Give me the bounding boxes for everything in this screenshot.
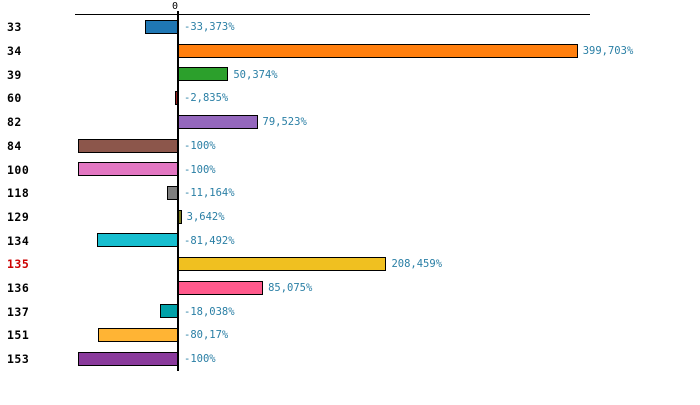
bar-82	[178, 114, 258, 129]
zero-axis-line	[177, 11, 179, 371]
x-axis-line	[75, 14, 590, 15]
bar-row-136: 136 85,075%	[0, 276, 700, 300]
value-label-153: -100%	[184, 353, 216, 366]
value-label-137: -18,038%	[184, 305, 235, 318]
y-axis-label-153: 153	[7, 352, 30, 367]
bar-153	[78, 351, 178, 366]
bar-136	[178, 280, 264, 295]
value-label-33: -33,373%	[184, 21, 235, 34]
bar-row-151: 151 -80,17%	[0, 324, 700, 348]
y-axis-label-82: 82	[7, 115, 22, 130]
value-label-34: 399,703%	[582, 45, 634, 58]
bar-row-39: 39 50,374%	[0, 63, 700, 87]
bar-row-129: 129 3,642%	[0, 205, 700, 229]
bar-100	[78, 162, 178, 177]
bar-34	[178, 43, 578, 58]
bar-row-84: 84 -100%	[0, 134, 700, 158]
y-axis-label-137: 137	[7, 304, 30, 319]
y-axis-label-39: 39	[7, 67, 22, 82]
bar-row-82: 82 79,523%	[0, 110, 700, 134]
value-label-151: -80,17%	[184, 329, 229, 342]
bar-row-34: 34 399,703%	[0, 39, 700, 63]
y-axis-label-135: 135	[7, 257, 30, 272]
value-label-84: -100%	[184, 139, 216, 152]
value-label-134: -81,492%	[184, 234, 235, 247]
y-axis-label-136: 136	[7, 281, 30, 296]
y-axis-label-118: 118	[7, 186, 30, 201]
bar-row-60: 60 -2,835%	[0, 87, 700, 111]
bar-39	[178, 67, 229, 82]
y-axis-label-60: 60	[7, 91, 22, 106]
value-label-129: 3,642%	[186, 210, 225, 223]
bar-118	[166, 185, 178, 200]
value-label-136: 85,075%	[268, 282, 313, 295]
bar-row-118: 118 -11,164%	[0, 181, 700, 205]
y-axis-label-84: 84	[7, 138, 22, 153]
value-label-39: 50,374%	[233, 68, 278, 81]
value-label-82: 79,523%	[262, 116, 307, 129]
y-axis-label-33: 33	[7, 20, 22, 35]
bar-row-100: 100 -100%	[0, 158, 700, 182]
bar-84	[78, 138, 178, 153]
bar-129	[178, 209, 182, 224]
zero-tick-label: 0	[172, 1, 179, 12]
y-axis-label-34: 34	[7, 44, 22, 59]
value-label-118: -11,164%	[184, 187, 235, 200]
bar-row-33: 33 -33,373%	[0, 16, 700, 40]
bar-row-137: 137 -18,038%	[0, 300, 700, 324]
value-label-135: 208,459%	[391, 258, 443, 271]
bar-60	[175, 91, 178, 106]
bar-151	[97, 328, 178, 343]
y-axis-label-151: 151	[7, 328, 30, 343]
y-axis-label-100: 100	[7, 162, 30, 177]
y-axis-label-129: 129	[7, 209, 30, 224]
value-label-60: -2,835%	[184, 92, 229, 105]
bar-33	[144, 20, 178, 35]
bar-134	[96, 233, 178, 248]
y-axis-label-134: 134	[7, 233, 30, 248]
bar-row-135: 135 208,459%	[0, 253, 700, 277]
bar-135	[178, 257, 387, 272]
bar-row-153: 153 -100%	[0, 347, 700, 371]
bar-row-134: 134 -81,492%	[0, 229, 700, 253]
value-label-100: -100%	[184, 163, 216, 176]
bar-137	[159, 304, 178, 319]
